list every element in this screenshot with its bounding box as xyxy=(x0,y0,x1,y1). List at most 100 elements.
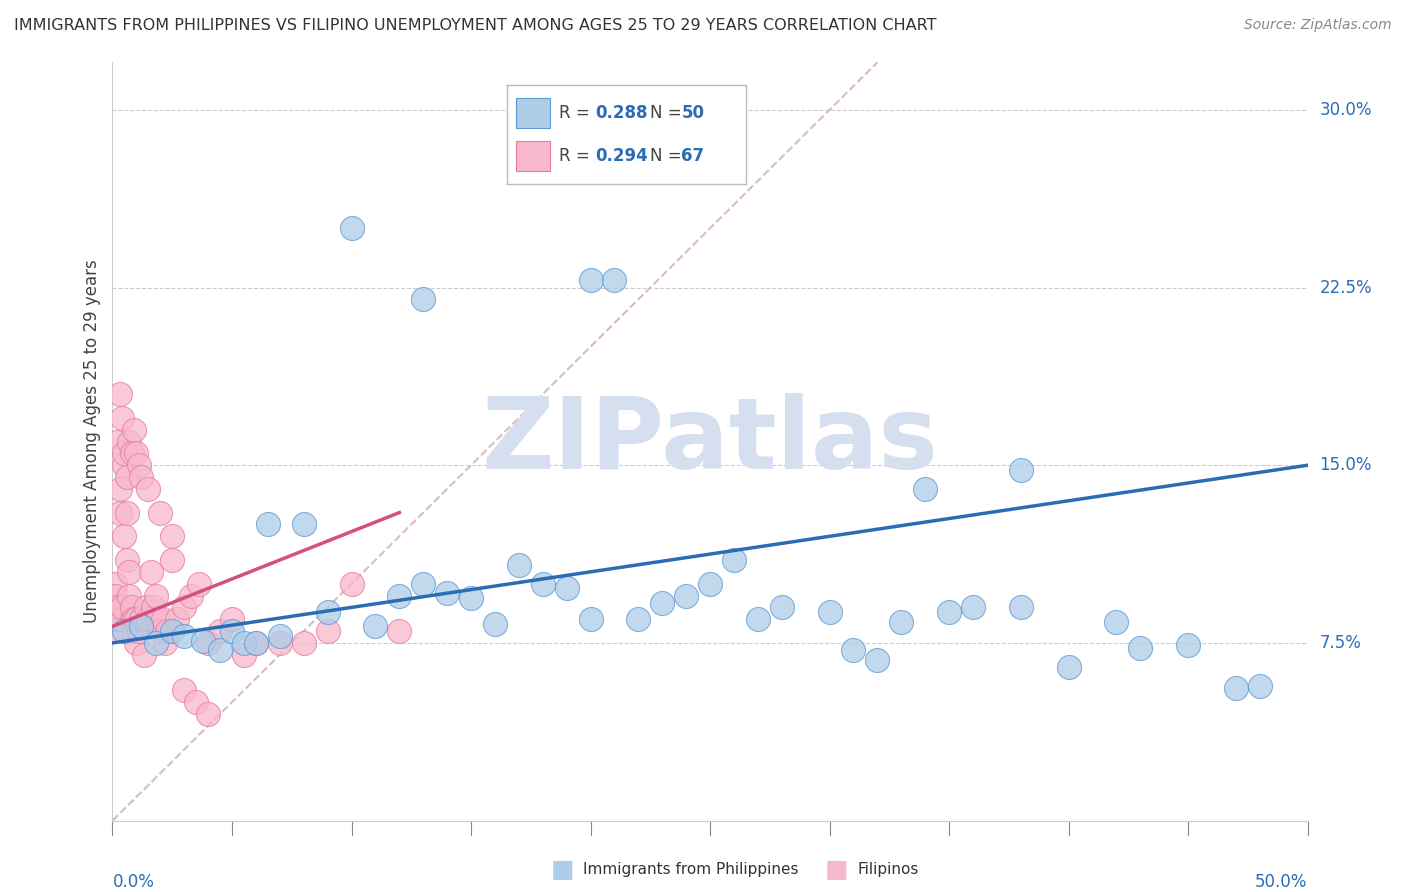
Point xyxy=(111,612,134,626)
Point xyxy=(484,617,506,632)
Point xyxy=(122,423,145,437)
Point xyxy=(257,517,280,532)
Point xyxy=(180,589,202,603)
Point xyxy=(770,600,793,615)
Point xyxy=(118,565,141,579)
Point xyxy=(115,470,138,484)
Point xyxy=(412,576,434,591)
Point xyxy=(555,582,578,596)
Point xyxy=(1249,679,1271,693)
Point xyxy=(1010,600,1032,615)
Point xyxy=(121,446,143,460)
Text: ■: ■ xyxy=(551,858,574,881)
Text: 50.0%: 50.0% xyxy=(1256,872,1308,891)
Point xyxy=(105,600,128,615)
Text: 30.0%: 30.0% xyxy=(1320,101,1372,119)
Point xyxy=(675,589,697,603)
Point xyxy=(118,589,141,603)
Point xyxy=(388,589,411,603)
Point xyxy=(221,624,243,639)
Point xyxy=(962,600,984,615)
Text: Filipinos: Filipinos xyxy=(858,863,920,877)
Point xyxy=(105,434,128,449)
Point xyxy=(152,612,174,626)
Point xyxy=(111,410,134,425)
Point xyxy=(129,612,152,626)
Point xyxy=(115,553,138,567)
Point xyxy=(132,648,155,662)
Point xyxy=(187,576,209,591)
Point xyxy=(1057,659,1080,673)
Point xyxy=(221,612,243,626)
Point xyxy=(269,629,291,643)
Point xyxy=(914,482,936,496)
Point xyxy=(118,434,141,449)
Point xyxy=(531,576,554,591)
Point xyxy=(1010,463,1032,477)
Point xyxy=(166,612,188,626)
Point xyxy=(104,589,127,603)
Point xyxy=(114,458,135,473)
Point xyxy=(627,612,650,626)
Point xyxy=(125,612,148,626)
Text: IMMIGRANTS FROM PHILIPPINES VS FILIPINO UNEMPLOYMENT AMONG AGES 25 TO 29 YEARS C: IMMIGRANTS FROM PHILIPPINES VS FILIPINO … xyxy=(14,18,936,33)
Point xyxy=(1105,615,1128,629)
Text: ZIPatlas: ZIPatlas xyxy=(482,393,938,490)
Point xyxy=(114,529,135,543)
Point xyxy=(1225,681,1247,695)
Point xyxy=(138,482,160,496)
Point xyxy=(866,652,889,666)
Point xyxy=(129,470,152,484)
Point xyxy=(340,576,363,591)
Point xyxy=(129,619,152,633)
Point xyxy=(938,605,960,619)
Text: Source: ZipAtlas.com: Source: ZipAtlas.com xyxy=(1244,18,1392,32)
Point xyxy=(890,615,912,629)
Text: 0.0%: 0.0% xyxy=(112,872,155,891)
Point xyxy=(162,553,183,567)
Point xyxy=(156,624,179,639)
Point xyxy=(209,643,232,657)
Point xyxy=(186,695,208,709)
Point xyxy=(245,636,267,650)
Point xyxy=(173,629,195,643)
Point xyxy=(173,600,195,615)
Point xyxy=(197,706,219,721)
Text: 22.5%: 22.5% xyxy=(1320,278,1372,296)
Point xyxy=(173,683,195,698)
Point xyxy=(579,273,602,287)
Point xyxy=(149,624,172,639)
Point xyxy=(388,624,411,639)
Point xyxy=(316,624,339,639)
Point xyxy=(125,446,148,460)
Text: ■: ■ xyxy=(825,858,848,881)
Point xyxy=(1129,640,1152,655)
Point xyxy=(162,624,183,639)
Point xyxy=(364,619,387,633)
Point xyxy=(128,458,150,473)
Point xyxy=(818,605,841,619)
Point xyxy=(114,446,135,460)
Point xyxy=(153,636,176,650)
Text: Immigrants from Philippines: Immigrants from Philippines xyxy=(583,863,799,877)
Point xyxy=(292,517,315,532)
Point xyxy=(111,600,134,615)
Point xyxy=(579,612,602,626)
Point xyxy=(105,612,128,626)
Point xyxy=(138,612,160,626)
Point xyxy=(197,636,219,650)
Text: 7.5%: 7.5% xyxy=(1320,634,1361,652)
Point xyxy=(114,624,135,639)
Point xyxy=(747,612,769,626)
Point xyxy=(115,506,138,520)
Point xyxy=(139,565,162,579)
Text: 15.0%: 15.0% xyxy=(1320,456,1372,475)
Point xyxy=(145,589,167,603)
Point xyxy=(842,643,865,657)
Point xyxy=(121,600,143,615)
Point xyxy=(269,636,291,650)
Point xyxy=(603,273,626,287)
Point xyxy=(651,596,673,610)
Point xyxy=(1177,638,1199,652)
Point xyxy=(108,482,131,496)
